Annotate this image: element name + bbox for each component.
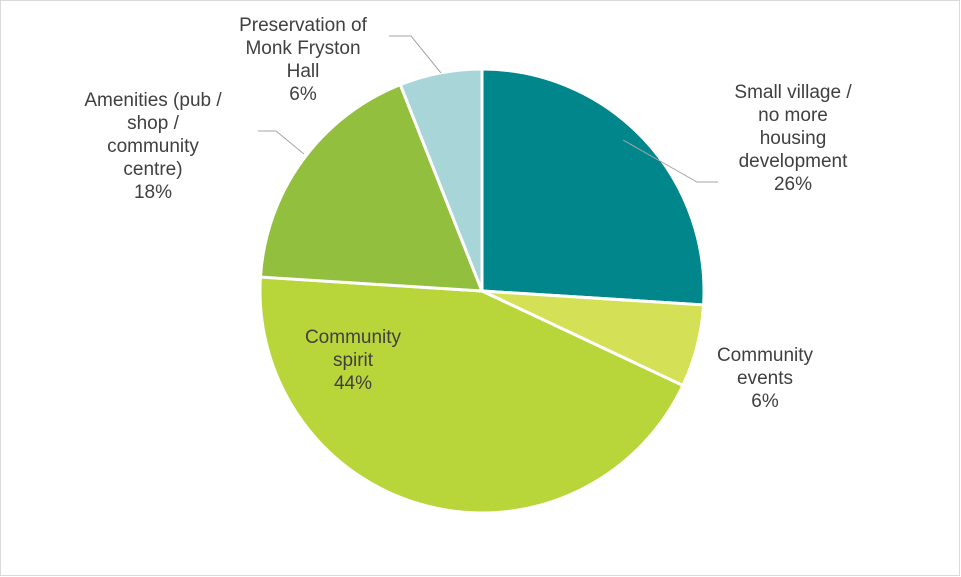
slice-category-label: community xyxy=(107,136,199,157)
slice-category-label: Amenities (pub / xyxy=(84,90,222,111)
slice-value-label: 6% xyxy=(751,391,779,412)
slice-labels: Small village / no more housing development… xyxy=(84,15,852,412)
slice-label-0: Small village / no more housing development… xyxy=(734,82,852,195)
slice-label-2: Community spirit 44% xyxy=(305,327,402,394)
slice-category-label: centre) xyxy=(123,159,182,180)
pie-slices xyxy=(258,67,706,515)
leader-line-4 xyxy=(389,35,442,74)
slice-category-label: housing xyxy=(760,128,827,149)
leader-lines xyxy=(258,35,718,183)
slice-category-label: development xyxy=(739,151,849,172)
slice-category-label: events xyxy=(737,368,793,389)
slice-category-label: Hall xyxy=(287,61,320,82)
slice-value-label: 44% xyxy=(334,373,372,394)
slice-label-1: Community events 6% xyxy=(717,345,814,412)
slice-value-label: 18% xyxy=(134,182,172,203)
slice-category-label: Small village / xyxy=(734,82,852,103)
slice-value-label: 6% xyxy=(289,84,317,105)
slice-category-label: Preservation of xyxy=(239,15,368,36)
slice-category-label: spirit xyxy=(333,350,374,371)
slice-category-label: shop / xyxy=(127,113,179,134)
slice-label-4: Preservation of Monk Fryston Hall 6% xyxy=(239,15,368,105)
slice-label-3: Amenities (pub / shop / community centre) 18… xyxy=(84,90,222,203)
leader-line-0 xyxy=(622,139,718,183)
leader-line-3 xyxy=(258,130,305,155)
slice-category-label: no more xyxy=(758,105,828,126)
slice-value-label: 26% xyxy=(774,174,812,195)
pie-slice-0 xyxy=(480,67,706,307)
slice-category-label: Community xyxy=(717,345,814,366)
slice-category-label: Monk Fryston xyxy=(245,38,360,59)
slice-category-label: Community xyxy=(305,327,402,348)
pie-slice-2 xyxy=(258,275,685,515)
pie-slice-3 xyxy=(258,83,484,293)
